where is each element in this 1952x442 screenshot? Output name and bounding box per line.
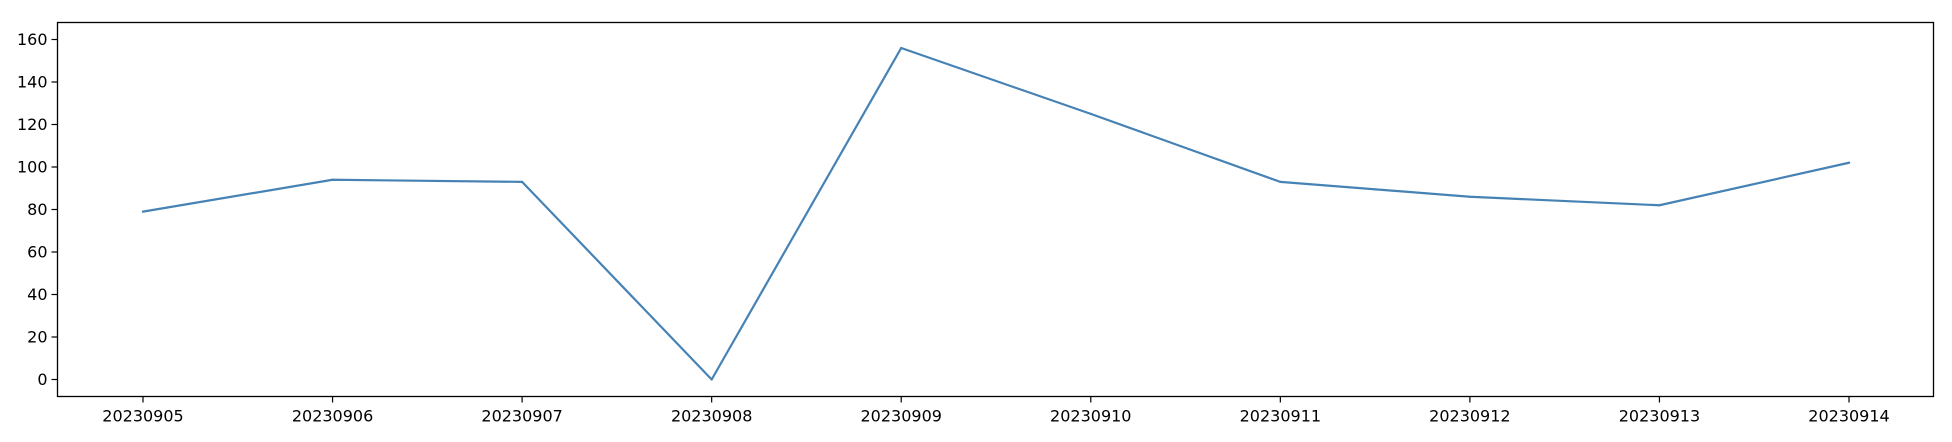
data-point-20230912	[1468, 195, 1471, 198]
x-tick-label: 20230905	[102, 407, 183, 426]
data-point-20230905	[141, 210, 145, 213]
y-tick-label: 120	[17, 115, 48, 134]
x-tick-label: 20230911	[1240, 407, 1321, 426]
data-point-20230907	[521, 180, 524, 183]
data-point-20230913	[1658, 204, 1661, 207]
y-tick-label: 0	[37, 370, 47, 389]
data-point-20230911	[1279, 180, 1282, 183]
data-point-20230906	[331, 178, 334, 181]
y-tick-label: 160	[17, 30, 48, 49]
series-line-1	[141, 46, 1851, 381]
data-point-20230914	[1847, 161, 1851, 164]
x-tick-label: 20230910	[1050, 407, 1131, 426]
x-tick-label: 20230906	[292, 407, 373, 426]
x-tick-label: 20230908	[671, 407, 752, 426]
data-point-20230910	[1089, 112, 1092, 115]
data-point-20230908	[710, 378, 713, 381]
plot-frame	[56, 21, 1935, 398]
x-tick-label: 20230909	[861, 407, 942, 426]
x-tick-label: 20230913	[1619, 407, 1700, 426]
y-tick-label: 40	[27, 285, 47, 304]
y-tick-label: 140	[17, 73, 48, 92]
x-tick-label: 20230912	[1429, 407, 1510, 426]
y-tick-label: 20	[27, 328, 47, 347]
y-tick-label: 60	[27, 243, 47, 262]
y-tick-label: 100	[17, 158, 48, 177]
data-point-20230909	[900, 46, 903, 50]
x-tick-label: 20230907	[481, 407, 562, 426]
y-tick-label: 80	[27, 200, 47, 219]
x-tick-label: 20230914	[1808, 407, 1889, 426]
